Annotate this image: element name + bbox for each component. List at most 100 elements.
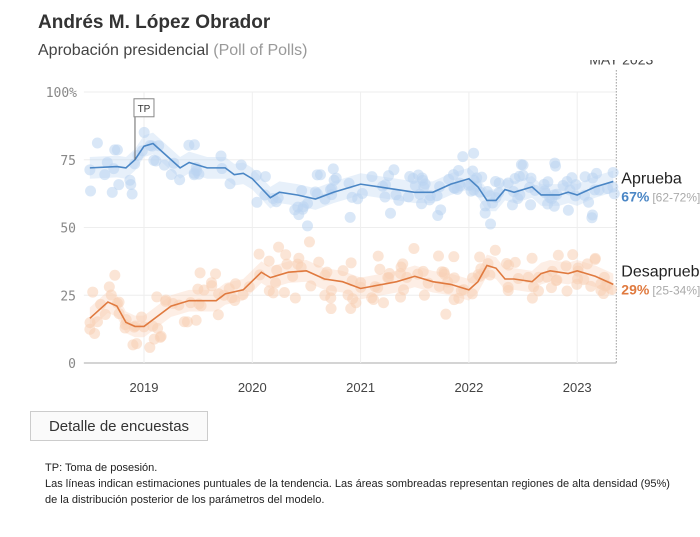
poll-dot [328, 174, 340, 186]
poll-dot [109, 144, 121, 156]
poll-dot [325, 303, 337, 315]
y-tick-label: 25 [60, 289, 76, 304]
poll-dot [270, 196, 282, 208]
poll-dot [87, 286, 99, 298]
poll-dot [151, 291, 163, 303]
poll-dot [417, 265, 429, 277]
poll-dot [271, 264, 283, 276]
poll-dot [589, 253, 601, 265]
x-tick-label: 2021 [346, 380, 375, 395]
poll-dot [84, 164, 96, 176]
poll-dot [165, 169, 177, 181]
poll-dot [379, 191, 391, 203]
poll-dot [542, 198, 554, 210]
poll-dot [287, 270, 299, 282]
poll-dot [484, 190, 496, 202]
poll-dot [503, 259, 515, 271]
poll-dot [440, 308, 452, 320]
poll-dot [101, 157, 113, 169]
x-tick-label: 2022 [454, 380, 483, 395]
poll-dot [147, 320, 159, 332]
poll-dot [552, 249, 564, 261]
poll-dot [409, 180, 421, 192]
series-label: Desaprueba [621, 263, 700, 280]
poll-dot [448, 251, 460, 263]
poll-dot [474, 251, 486, 263]
poll-dot [571, 278, 583, 290]
poll-dot [388, 164, 400, 176]
series-value-interval: [25-34%] [652, 283, 700, 297]
poll-dot [418, 289, 430, 301]
poll-dot [513, 170, 525, 182]
poll-dot [289, 204, 301, 216]
poll-dot [579, 171, 591, 183]
poll-dot [538, 178, 550, 190]
poll-dot [206, 280, 218, 292]
poll-dot [138, 126, 150, 138]
poll-dot [557, 179, 569, 191]
poll-dot [305, 280, 317, 292]
poll-dot [185, 297, 197, 309]
y-tick-label: 0 [68, 357, 76, 372]
poll-dot [433, 250, 445, 262]
poll-dot [562, 204, 574, 216]
poll-dot [194, 267, 206, 279]
poll-dot [253, 248, 265, 260]
poll-dot [583, 196, 595, 208]
poll-dot [356, 187, 368, 199]
series-value-interval: [62-72%] [652, 190, 700, 204]
poll-dot [525, 172, 537, 184]
poll-dot [292, 258, 304, 270]
poll-dot [106, 186, 118, 198]
poll-dot [313, 256, 325, 268]
poll-dot [160, 295, 172, 307]
poll-dot [384, 207, 396, 219]
chart-subtitle: Aprobación presidencial (Poll of Polls) [38, 42, 307, 60]
poll-dot [127, 339, 139, 351]
poll-dot [297, 203, 309, 215]
poll-dot [259, 171, 271, 183]
poll-dot [190, 314, 202, 326]
poll-dot [506, 199, 518, 211]
poll-dot [366, 292, 378, 304]
poll-dot [599, 280, 611, 292]
poll-dot [344, 211, 356, 223]
poll-dot [512, 273, 524, 285]
poll-dot [99, 169, 111, 181]
poll-dot [192, 283, 204, 295]
poll-dot [84, 323, 96, 335]
poll-dot [443, 173, 455, 185]
poll-dot [402, 191, 414, 203]
x-tick-label: 2020 [238, 380, 267, 395]
poll-dot [158, 159, 170, 171]
poll-dot [607, 166, 619, 178]
poll-dot [99, 308, 111, 320]
series-value: 67% [62-72%] [621, 188, 700, 204]
poll-dot [210, 268, 222, 280]
poll-dot [366, 171, 378, 183]
poll-dot [212, 309, 224, 321]
poll-dot [438, 266, 450, 278]
poll-dot [448, 272, 460, 284]
subtitle-main: Aprobación presidencial [38, 42, 209, 59]
poll-dot [345, 303, 357, 315]
poll-dot [250, 169, 262, 181]
poll-dot [174, 174, 186, 186]
poll-dot [325, 284, 337, 296]
poll-dot [566, 172, 578, 184]
poll-dot [278, 287, 290, 299]
poll-dot [235, 159, 247, 171]
poll-dot [215, 150, 227, 162]
poll-detail-button[interactable]: Detalle de encuestas [30, 411, 208, 441]
poll-dot [585, 280, 597, 292]
poll-dot [404, 170, 416, 182]
poll-dot [154, 331, 166, 343]
poll-dot [408, 243, 420, 255]
poll-dot [237, 289, 249, 301]
poll-dot [528, 281, 540, 293]
y-tick-label: 50 [60, 222, 76, 237]
poll-dot [533, 271, 545, 283]
poll-dot [395, 291, 407, 303]
